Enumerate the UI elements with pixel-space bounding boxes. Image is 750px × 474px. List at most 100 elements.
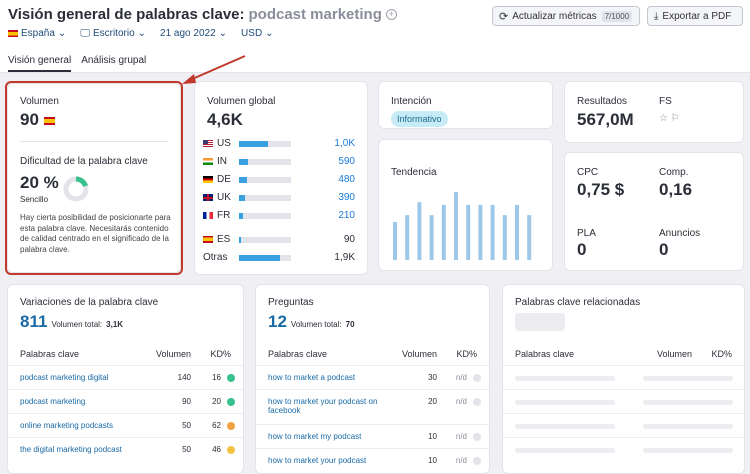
star-icon: ☆ [659, 113, 668, 124]
col-keywords: Palabras clave [515, 349, 575, 359]
export-label: Exportar a PDF [662, 10, 732, 22]
table-row [503, 437, 744, 461]
country-volume[interactable]: 210 [338, 210, 355, 221]
desktop-icon: 🖵 [80, 28, 90, 39]
country-select[interactable]: España ⌄ [8, 28, 66, 39]
add-keyword-icon[interactable]: + [385, 9, 397, 20]
volume-value: 50 [182, 445, 191, 454]
volume-value: 140 [177, 373, 191, 382]
country-volume-bar [239, 158, 291, 165]
bar-fill [239, 236, 241, 243]
country-code: IN [217, 156, 227, 167]
loading-placeholder [643, 400, 733, 405]
keyword-link[interactable]: the digital marketing podcast [20, 445, 122, 454]
fr-flag-icon [203, 212, 213, 219]
tab-group-analysis[interactable]: Análisis grupal [81, 55, 147, 66]
difficulty-level: Sencillo [20, 195, 49, 204]
questions-total-label: Volumen total: [290, 320, 342, 329]
difficulty-description: Hay cierta posibilidad de posicionarte p… [20, 213, 171, 254]
chevron-down-icon: ⌄ [57, 28, 67, 39]
update-label: Actualizar métricas [512, 10, 597, 22]
kd-indicator-dot [227, 374, 235, 382]
cpc-label: CPC [577, 167, 599, 178]
currency-value: USD [241, 28, 263, 39]
kd-indicator-dot [227, 422, 235, 430]
table-row: the digital marketing podcast 50 46 [8, 437, 243, 461]
table-row [503, 413, 744, 437]
keyword-link[interactable]: how to market my podcast [268, 432, 362, 441]
export-pdf-button[interactable]: ⤓ Exportar a PDF [647, 6, 743, 26]
col-keywords: Palabras clave [268, 349, 328, 359]
highlight-box [5, 81, 183, 275]
trend-bar [478, 204, 483, 260]
country-volume-bar [239, 140, 291, 147]
date-select[interactable]: 21 ago 2022 ⌄ [160, 28, 227, 39]
trend-bar [527, 215, 532, 260]
table-row: how to market your podcast 10 n/d [256, 448, 489, 472]
kd-value: n/d [455, 397, 467, 406]
results-label: Resultados [577, 96, 628, 107]
intent-label: Intención [391, 96, 432, 107]
currency-select[interactable]: USD ⌄ [241, 28, 274, 39]
kd-value: 16 [212, 373, 221, 382]
pla-value: 0 [577, 240, 587, 259]
loading-placeholder [515, 376, 615, 381]
bar-fill [239, 176, 247, 183]
country-volume-bar [239, 176, 291, 183]
spain-flag-icon [8, 30, 18, 37]
trend-card: Tendencia [378, 139, 553, 271]
questions-count[interactable]: 12 [268, 312, 287, 331]
country-volume[interactable]: 480 [338, 174, 355, 185]
device-select[interactable]: 🖵 Escritorio ⌄ [80, 28, 146, 39]
kd-value: n/d [455, 373, 467, 382]
kd-indicator-dot [473, 374, 481, 382]
country-volume-bar [239, 194, 291, 201]
keyword-link[interactable]: how to market your podcast [268, 456, 367, 465]
table-row: how to market your podcast on facebook 20… [256, 389, 489, 419]
tab-overview[interactable]: Visión general [8, 55, 72, 72]
table-row: how to market my podcast 10 n/d [256, 424, 489, 448]
keyword-link[interactable]: podcast marketing [20, 397, 86, 406]
results-value: 567,0M [577, 110, 634, 129]
volume-value: 10 [428, 432, 437, 441]
update-count: 7/1000 [601, 10, 633, 22]
bar-fill [239, 140, 268, 147]
variations-total: 3,1K [106, 320, 124, 329]
volume-number: 90 [20, 110, 39, 129]
bar-fill [239, 158, 249, 165]
page-title: Visión general de palabras clave: podcast… [8, 6, 397, 23]
de-flag-icon [203, 176, 213, 183]
variations-summary: 811 Volumen total: 3,1K [20, 312, 123, 332]
questions-table: how to market a podcast 30 n/d how to marke… [256, 365, 489, 473]
keyword-link[interactable]: podcast marketing digital [20, 373, 109, 382]
ads-label: Anuncios [659, 228, 701, 239]
download-icon: ⤓ [654, 10, 659, 22]
fs-label: FS [659, 96, 672, 107]
keyword-link[interactable]: how to market a podcast [268, 373, 356, 382]
country-volume[interactable]: 590 [338, 156, 355, 167]
country-row: US 1,0K [203, 136, 367, 151]
variations-count[interactable]: 811 [20, 312, 48, 331]
update-metrics-button[interactable]: ⟳ Actualizar métricas 7/1000 [492, 6, 640, 26]
country-volume-bar [239, 212, 291, 219]
col-volume: Volumen [656, 349, 692, 359]
variations-table: podcast marketing digital 140 16 podcast ma… [8, 365, 243, 473]
trend-label: Tendencia [391, 167, 437, 178]
device-value: Escritorio [92, 28, 135, 39]
country-volume[interactable]: 390 [338, 192, 355, 203]
table-row: podcast marketing digital 140 16 [8, 365, 243, 389]
variations-total-label: Volumen total: [51, 320, 103, 329]
bar-fill [239, 212, 244, 219]
keyword-link[interactable]: how to market your podcast on facebook [268, 397, 378, 415]
uk-flag-icon [203, 194, 213, 201]
chevron-down-icon: ⌄ [137, 28, 147, 39]
volume-value: 90 [20, 110, 55, 130]
country-volume: 90 [343, 234, 355, 245]
col-kd: KD% [210, 349, 231, 359]
others-volume: 1,9K [334, 252, 355, 263]
keyword-link[interactable]: online marketing podcasts [20, 421, 113, 430]
loading-placeholder [515, 448, 615, 453]
questions-title: Preguntas [268, 297, 314, 308]
country-volume[interactable]: 1,0K [334, 138, 355, 149]
difficulty-label: Dificultad de la palabra clave [20, 156, 148, 167]
